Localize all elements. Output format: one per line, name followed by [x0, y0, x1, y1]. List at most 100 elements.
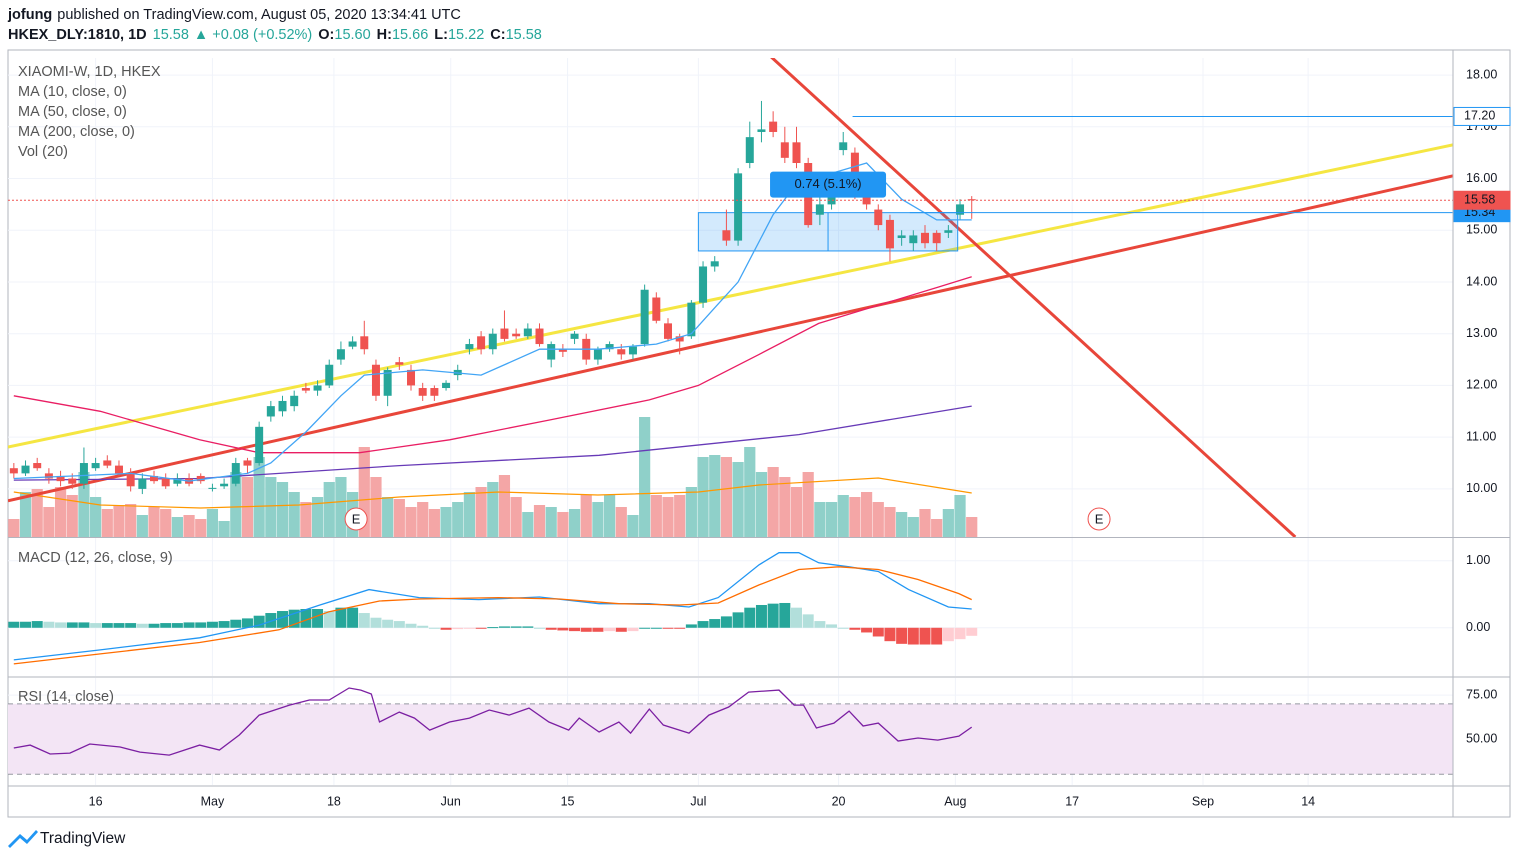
- candle-body: [173, 478, 182, 484]
- histogram-bar: [884, 627, 896, 642]
- histogram-bar: [8, 621, 20, 628]
- candle-body: [874, 209, 883, 226]
- quote-line: HKEX_DLY:1810, 1D 15.58 ▲ +0.08 (+0.52%) O:…: [8, 27, 542, 43]
- histogram-bar: [160, 623, 172, 628]
- volume-bar: [709, 455, 721, 537]
- rsi-band: [8, 703, 1453, 775]
- volume-bar: [837, 495, 849, 537]
- candle-body: [967, 199, 976, 201]
- histogram-bar: [779, 602, 791, 628]
- histogram-bar: [288, 609, 300, 628]
- candle-body: [605, 344, 614, 350]
- histogram-bar: [569, 627, 581, 632]
- histogram-bar: [31, 621, 43, 628]
- volume-bar: [475, 487, 487, 537]
- histogram-bar: [125, 623, 137, 628]
- histogram-bar: [545, 627, 557, 630]
- histogram-bar: [732, 612, 744, 628]
- volume-bar: [954, 495, 966, 537]
- price-label: 15.58: [1464, 193, 1495, 207]
- histogram-bar: [312, 609, 324, 628]
- histogram-bar: [358, 613, 370, 628]
- histogram-bar: [744, 607, 756, 628]
- ohlc-label: H:: [377, 27, 392, 43]
- candle-body: [512, 333, 521, 337]
- volume-bar: [218, 521, 230, 537]
- histogram-bar: [650, 627, 662, 629]
- histogram-bar: [896, 627, 908, 644]
- x-tick-label: 18: [327, 794, 341, 808]
- publish-line: jofung published on TradingView.com, Augu…: [7, 7, 461, 23]
- candle-body: [769, 121, 778, 132]
- x-tick-label: Jun: [441, 794, 461, 808]
- histogram-bar: [90, 623, 102, 628]
- candle-body: [103, 460, 112, 466]
- histogram-bar: [557, 627, 569, 631]
- candle-body: [897, 235, 906, 239]
- histogram-bar: [241, 618, 253, 628]
- volume-bar: [440, 507, 452, 537]
- volume-bar: [533, 505, 546, 537]
- volume-bar: [674, 495, 686, 537]
- volume-bar: [265, 477, 277, 537]
- histogram-bar: [615, 627, 627, 632]
- brand: TradingView: [40, 830, 126, 847]
- volume-bar: [358, 447, 370, 537]
- volume-bar: [393, 499, 405, 537]
- histogram-bar: [440, 627, 452, 630]
- volume-bar: [825, 502, 838, 537]
- x-tick-label: 16: [89, 794, 103, 808]
- volume-bar: [744, 447, 756, 537]
- volume-bar: [101, 509, 113, 537]
- candle-body: [664, 323, 673, 339]
- histogram-bar: [323, 611, 335, 628]
- volume-bar: [19, 492, 32, 537]
- macd-title: MACD (12, 26, close, 9): [18, 550, 173, 566]
- volume-bar: [66, 495, 78, 537]
- histogram-bar: [428, 627, 440, 629]
- volume-bar: [522, 512, 534, 537]
- candle-body: [593, 349, 602, 360]
- candle-body: [407, 369, 416, 386]
- volume-bar: [580, 495, 592, 537]
- y-tick-label: 75.00: [1466, 687, 1497, 701]
- volume-bar: [790, 487, 803, 537]
- histogram-bar: [66, 622, 78, 628]
- event-label: E: [352, 511, 361, 526]
- volume-bar: [849, 497, 861, 537]
- legend-ma200: MA (200, close, 0): [18, 124, 135, 140]
- candle-body: [336, 349, 345, 360]
- change: ▲ +0.08 (+0.52%): [194, 27, 312, 43]
- x-tick-label: 17: [1065, 794, 1079, 808]
- candle-body: [56, 475, 65, 482]
- candle-body: [220, 483, 229, 487]
- volume-bar: [31, 489, 43, 537]
- volume-bar: [311, 497, 324, 537]
- y-tick-label: 50.00: [1466, 731, 1497, 745]
- histogram-bar: [791, 607, 803, 628]
- frame: [7, 49, 1511, 818]
- candle-body: [21, 465, 30, 474]
- histogram-bar: [183, 622, 195, 628]
- candle-body: [628, 346, 637, 355]
- volume-bar: [732, 462, 744, 537]
- histogram-bar: [452, 627, 464, 630]
- candle-body: [920, 232, 929, 244]
- candle-body: [465, 344, 474, 350]
- histogram-bar: [195, 622, 207, 628]
- volume-bar: [685, 487, 697, 537]
- candle-body: [442, 382, 451, 389]
- histogram-bar: [253, 615, 265, 628]
- histogram-bar: [942, 627, 954, 642]
- histogram-bar: [463, 627, 475, 629]
- volume-bar: [276, 482, 289, 537]
- candle-body: [371, 364, 380, 396]
- volume-bar: [452, 502, 464, 537]
- histogram-bar: [347, 607, 359, 628]
- price-label: 17.20: [1464, 109, 1495, 123]
- histogram-bar: [826, 624, 838, 628]
- y-tick-label: 16.00: [1466, 171, 1497, 185]
- candle-body: [757, 129, 766, 132]
- histogram-bar: [861, 627, 873, 633]
- histogram-bar: [872, 627, 884, 637]
